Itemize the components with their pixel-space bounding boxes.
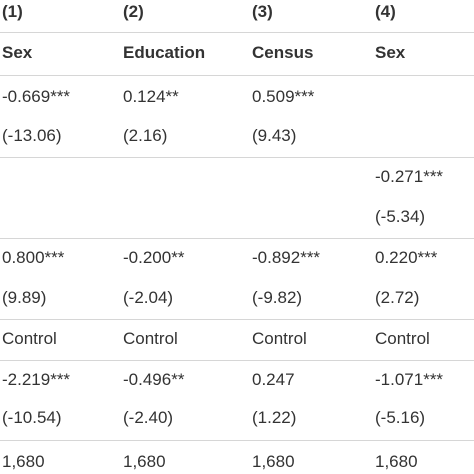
table-cell: 1,680	[123, 452, 166, 471]
table-cell: Control	[123, 329, 178, 348]
separator	[0, 32, 474, 33]
separator	[0, 238, 474, 239]
table-cell: (9.89)	[2, 288, 47, 307]
table-cell: -0.271***	[375, 167, 444, 186]
table-cell: (2.16)	[123, 126, 168, 145]
table-cell: (-5.34)	[375, 207, 426, 226]
table-cell: (-5.16)	[375, 408, 426, 427]
table-cell: 0.800***	[2, 248, 65, 267]
table-cell: -2.219***	[2, 370, 71, 389]
table-cell: (2.72)	[375, 288, 420, 307]
column-header: Sex	[375, 43, 406, 62]
separator	[0, 360, 474, 361]
table-cell: 1,680	[375, 452, 418, 471]
table-cell: 1,680	[2, 452, 45, 471]
table-cell: 0.247	[252, 370, 295, 389]
table-cell: 0.509***	[252, 87, 315, 106]
column-header: Sex	[2, 43, 33, 62]
table-cell: 0.220***	[375, 248, 438, 267]
table-cell: Control	[375, 329, 430, 348]
table-cell: (-13.06)	[2, 126, 62, 145]
table-cell: (-2.40)	[123, 408, 174, 427]
table-cell: (-9.82)	[252, 288, 303, 307]
column-number: (2)	[123, 2, 144, 21]
separator	[0, 157, 474, 158]
column-header: Education	[123, 43, 206, 62]
table-cell: (1.22)	[252, 408, 297, 427]
table-cell: -0.496**	[123, 370, 185, 389]
table-cell: Control	[2, 329, 57, 348]
table-cell: (-10.54)	[2, 408, 62, 427]
table-cell: -0.892***	[252, 248, 321, 267]
table-cell: -1.071***	[375, 370, 444, 389]
separator	[0, 75, 474, 76]
column-number: (1)	[2, 2, 23, 21]
table-cell: (-2.04)	[123, 288, 174, 307]
table-cell: -0.669***	[2, 87, 71, 106]
column-number: (3)	[252, 2, 273, 21]
separator	[0, 440, 474, 441]
table-cell: Control	[252, 329, 307, 348]
column-header: Census	[252, 43, 314, 62]
table-cell: -0.200**	[123, 248, 185, 267]
separator	[0, 319, 474, 320]
table-cell: 0.124**	[123, 87, 179, 106]
table-cell: (9.43)	[252, 126, 297, 145]
column-number: (4)	[375, 2, 396, 21]
table-cell: 1,680	[252, 452, 295, 471]
